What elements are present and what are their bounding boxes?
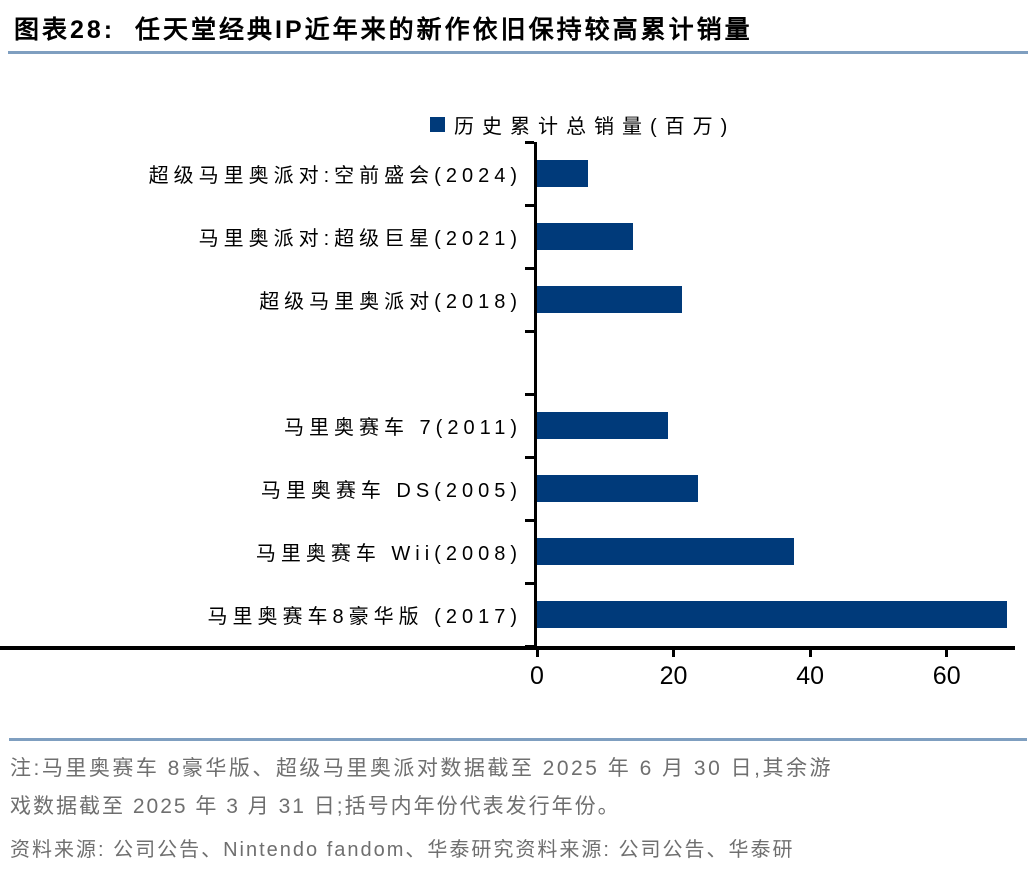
footnote-line-1: 注:马里奥赛车 8豪华版、超级马里奥派对数据截至 2025 年 6 月 30 日… bbox=[10, 757, 833, 780]
chart-row: 超级马里奥派对(2018) bbox=[0, 268, 1015, 331]
x-axis-tick-label: 20 bbox=[659, 662, 688, 690]
category-label: 马里奥派对:超级巨星(2021) bbox=[198, 228, 522, 250]
title-underline bbox=[8, 51, 1028, 54]
chart-row: 超级马里奥派对:空前盛会(2024) bbox=[0, 142, 1015, 205]
legend-swatch bbox=[430, 117, 445, 132]
bar-area bbox=[534, 142, 1015, 205]
category-label: 马里奥赛车 7(2011) bbox=[283, 417, 522, 439]
bar-chart-plot: 超级马里奥派对:空前盛会(2024) 马里奥派对:超级巨星(2021) 超级马里奥派… bbox=[0, 141, 1036, 712]
chart-row: 马里奥赛车8豪华版 (2017) bbox=[0, 583, 1015, 646]
chart-row: 马里奥赛车 DS(2005) bbox=[0, 457, 1015, 520]
x-axis-tick bbox=[945, 646, 949, 657]
y-axis-tick bbox=[525, 330, 534, 333]
y-axis-tick bbox=[525, 141, 534, 144]
category-label: 马里奥赛车 Wii(2008) bbox=[255, 543, 522, 565]
footer-separator bbox=[9, 738, 1027, 741]
chart-row: 马里奥赛车 7(2011) bbox=[0, 394, 1015, 457]
y-axis-tick bbox=[525, 204, 534, 207]
category-label: 超级马里奥派对(2018) bbox=[259, 291, 522, 313]
bar bbox=[537, 286, 683, 313]
bar bbox=[537, 160, 588, 187]
y-axis-tick bbox=[525, 645, 534, 648]
category-label: 马里奥赛车 DS(2005) bbox=[260, 480, 522, 502]
chart-row bbox=[0, 331, 1015, 394]
bar bbox=[537, 412, 669, 439]
y-axis-tick bbox=[525, 393, 534, 396]
bar-area bbox=[534, 520, 1015, 583]
bar bbox=[537, 601, 1007, 628]
bar-area bbox=[534, 205, 1015, 268]
y-axis-tick bbox=[525, 267, 534, 270]
bar bbox=[537, 223, 633, 250]
y-axis-tick bbox=[525, 582, 534, 585]
x-axis-tick bbox=[808, 646, 812, 657]
chart-row: 马里奥派对:超级巨星(2021) bbox=[0, 205, 1015, 268]
category-label: 超级马里奥派对:空前盛会(2024) bbox=[148, 165, 522, 187]
figure-title: 图表28: 任天堂经典IP近年来的新作依旧保持较高累计销量 bbox=[14, 16, 753, 44]
bar-area bbox=[534, 331, 1015, 394]
bar-area bbox=[534, 457, 1015, 520]
x-axis-tick bbox=[535, 646, 539, 657]
bar-area bbox=[534, 583, 1015, 646]
y-axis-tick bbox=[525, 456, 534, 459]
category-label: 马里奥赛车8豪华版 (2017) bbox=[207, 606, 522, 628]
footnote-line-2: 戏数据截至 2025 年 3 月 31 日;括号内年份代表发行年份。 bbox=[10, 795, 621, 818]
x-axis-tick-label: 40 bbox=[796, 662, 825, 690]
y-axis-tick bbox=[525, 519, 534, 522]
plot-rows: 超级马里奥派对:空前盛会(2024) 马里奥派对:超级巨星(2021) 超级马里奥派… bbox=[0, 142, 1015, 650]
chart-legend: 历史累计总销量(百万) bbox=[430, 110, 735, 139]
bar-area bbox=[534, 394, 1015, 457]
bar-area bbox=[534, 268, 1015, 331]
source-note: 资料来源: 公司公告、Nintendo fandom、华泰研究资料来源: 公司公… bbox=[10, 839, 795, 861]
legend-label: 历史累计总销量(百万) bbox=[454, 116, 736, 138]
x-axis-tick-label: 0 bbox=[530, 662, 544, 690]
chart-row: 马里奥赛车 Wii(2008) bbox=[0, 520, 1015, 583]
bar bbox=[537, 538, 794, 565]
bar bbox=[537, 475, 699, 502]
x-axis-tick bbox=[672, 646, 676, 657]
x-axis-tick-label: 60 bbox=[932, 662, 961, 690]
